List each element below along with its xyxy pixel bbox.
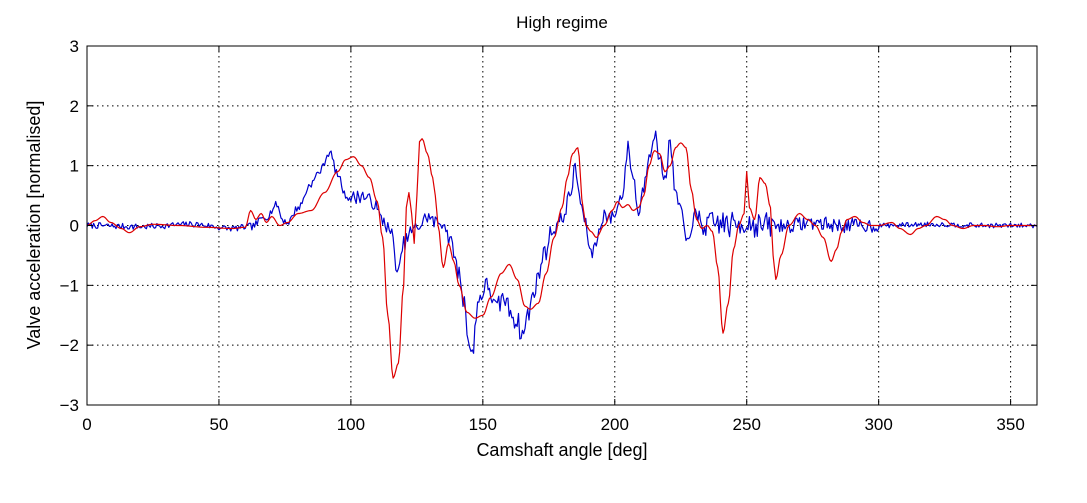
y-tick-label: −1 — [60, 276, 79, 295]
y-axis-label: Valve acceleration [normalised] — [24, 101, 44, 350]
x-tick-label: 300 — [864, 415, 892, 434]
axis-ticks: 0 50 100 150 200 250 300 350 −3 −2 −1 0 1 2 3 — [60, 37, 1037, 434]
x-tick-label: 150 — [469, 415, 497, 434]
x-tick-label: 100 — [337, 415, 365, 434]
x-tick-label: 250 — [733, 415, 761, 434]
series-line-2 — [87, 138, 1037, 379]
grid — [87, 46, 1037, 405]
x-tick-label: 0 — [82, 415, 91, 434]
chart-title: High regime — [516, 13, 608, 32]
x-axis-label: Camshaft angle [deg] — [476, 440, 647, 460]
y-tick-label: −2 — [60, 336, 79, 355]
y-tick-label: 1 — [70, 157, 79, 176]
y-tick-label: −3 — [60, 396, 79, 415]
x-tick-label: 200 — [601, 415, 629, 434]
y-tick-label: 0 — [70, 217, 79, 236]
series-line-1 — [87, 130, 1037, 354]
y-tick-label: 3 — [70, 37, 79, 56]
x-tick-label: 50 — [209, 415, 228, 434]
x-tick-label: 350 — [996, 415, 1024, 434]
y-tick-label: 2 — [70, 97, 79, 116]
plot-series-group — [87, 130, 1037, 379]
